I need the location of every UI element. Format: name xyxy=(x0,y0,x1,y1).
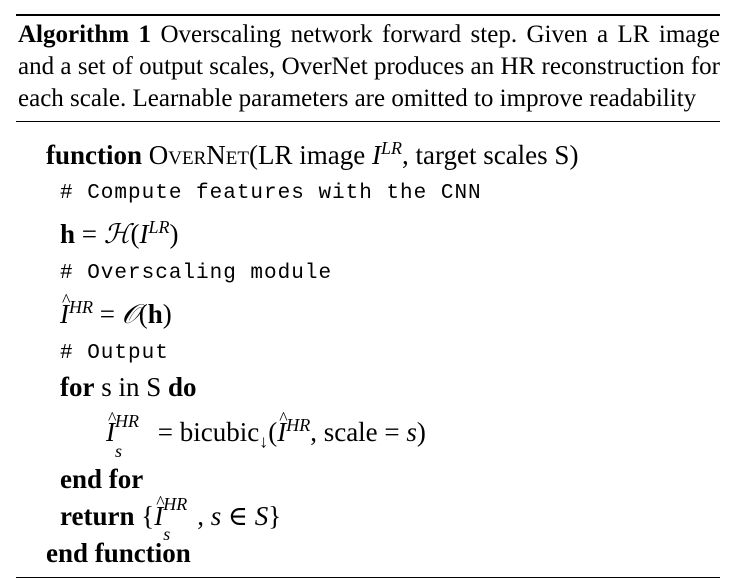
do-keyword: do xyxy=(168,372,197,402)
b-down-arrow: ↓ xyxy=(259,431,269,452)
ret-I-hat: I xyxy=(154,483,164,535)
b-HR: HR xyxy=(115,411,139,431)
function-name: OverNet xyxy=(148,140,249,170)
algorithm-block: Algorithm 1 Overscaling network forward … xyxy=(16,14,720,578)
h-var: h xyxy=(60,219,76,249)
overscale-line: IHR = 𝒪(h) xyxy=(16,282,720,333)
signature-I: I xyxy=(371,140,381,170)
return-line: return {IHR s, s ∈ S} xyxy=(16,483,720,544)
for-line: for s in S do xyxy=(16,369,720,405)
caption-rule xyxy=(16,121,720,122)
h-paren-open: ( xyxy=(130,219,140,249)
algorithm-caption: Algorithm 1 Overscaling network forward … xyxy=(16,16,720,121)
ret-open: { xyxy=(134,501,155,532)
h-eq: = xyxy=(75,219,104,249)
signature-LR: LR xyxy=(380,138,402,158)
comment-features: # Compute features with the CNN xyxy=(60,182,482,205)
o-eq: = xyxy=(93,299,122,329)
for-keyword: for xyxy=(60,372,95,402)
ret-mid: , xyxy=(197,501,211,532)
end-for-keyword: end for xyxy=(60,464,144,495)
caption-text: Overscaling network forward step. Given … xyxy=(18,21,720,112)
o-HR: HR xyxy=(69,297,93,317)
function-keyword: function xyxy=(46,140,143,170)
b-arg-HR: HR xyxy=(286,415,311,435)
algorithm-body: function OverNet(LR image ILR, target sc… xyxy=(16,122,720,577)
ret-HR: HR xyxy=(163,494,188,515)
b-arg-s: s xyxy=(406,417,417,447)
o-h: h xyxy=(147,299,163,329)
top-rule xyxy=(16,14,720,16)
h-paren-close: ) xyxy=(169,219,179,249)
for-mid: s in S xyxy=(94,372,169,402)
ret-in: ∈ xyxy=(221,501,255,532)
features-line: h = ℋ(ILR) xyxy=(16,209,720,253)
comment-overscale: # Overscaling module xyxy=(60,262,333,285)
h-LR: LR xyxy=(148,217,170,237)
b-s: s xyxy=(115,441,123,461)
b-args-close: ) xyxy=(416,417,426,447)
end-for-line: end for xyxy=(16,461,720,497)
b-args-rest: , scale = xyxy=(310,417,407,447)
end-function-keyword: end function xyxy=(46,538,191,569)
signature-open: (LR image xyxy=(249,140,372,170)
ret-s: s xyxy=(163,524,171,545)
o-paren-open: ( xyxy=(138,299,148,329)
o-I-hat: I xyxy=(60,282,70,332)
b-args-open: ( xyxy=(268,417,278,447)
O-operator: 𝒪 xyxy=(121,299,139,330)
h-I: I xyxy=(139,219,149,249)
ret-close: } xyxy=(268,501,282,532)
o-paren-close: ) xyxy=(162,299,172,329)
ret-s2: s xyxy=(210,501,222,532)
function-signature-line: function OverNet(LR image ILR, target sc… xyxy=(16,130,720,173)
return-keyword: return xyxy=(60,501,135,532)
end-function-line: end function xyxy=(16,535,720,571)
b-eq: = bicubic xyxy=(151,417,260,447)
b-I-hat: I xyxy=(106,398,116,452)
comment-output: # Output xyxy=(60,342,169,365)
H-operator: ℋ xyxy=(103,219,131,250)
algorithm-label: Algorithm 1 xyxy=(18,21,152,48)
b-arg-I-hat: I xyxy=(277,398,287,452)
ret-S: S xyxy=(254,501,269,532)
signature-rest: , target scales S) xyxy=(401,140,579,170)
